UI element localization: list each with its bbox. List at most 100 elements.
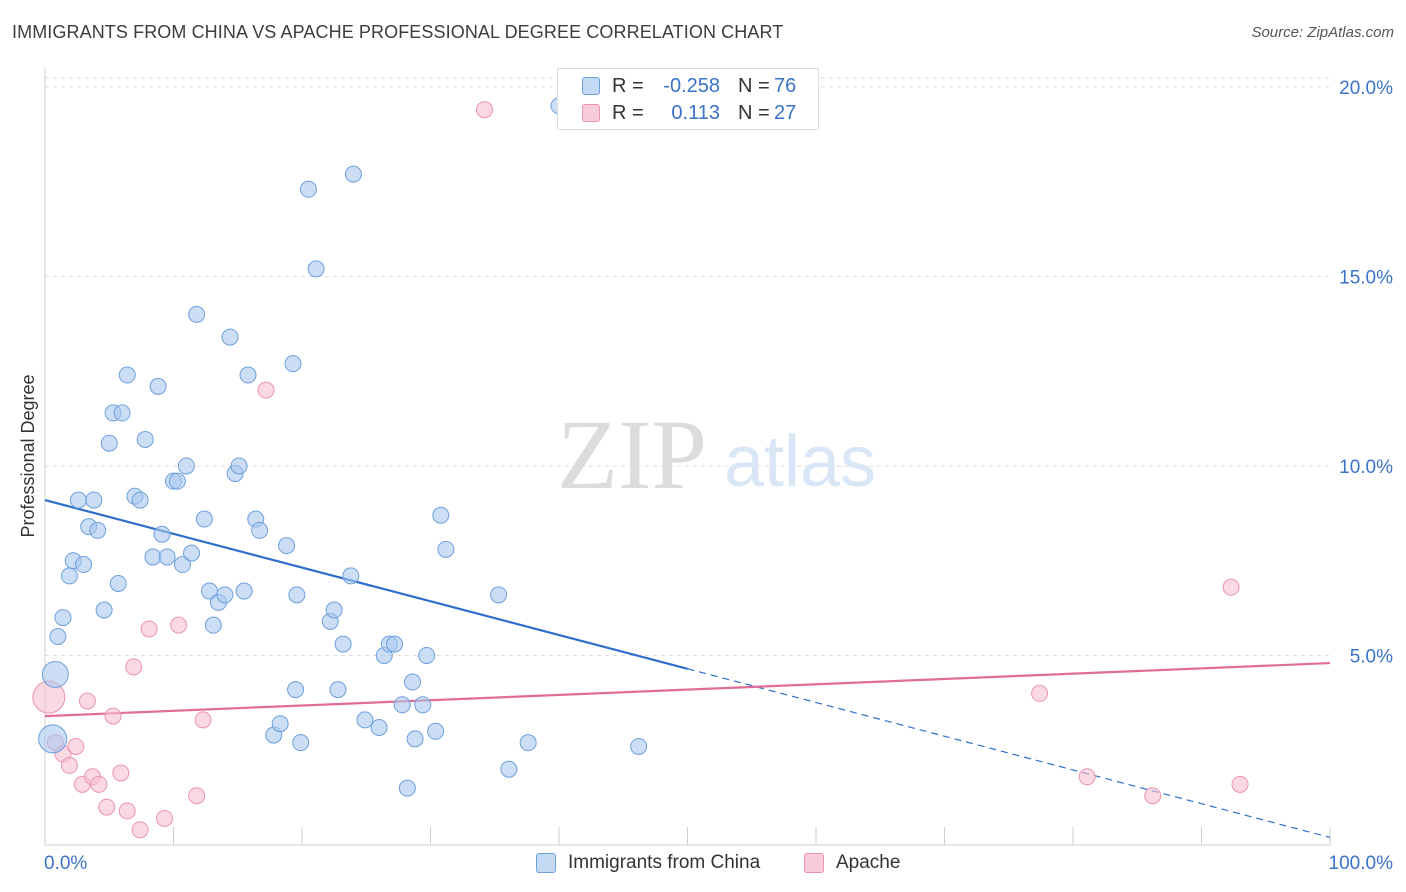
china-point-18 [131,491,149,509]
china-r-value: -0.258 [663,74,720,97]
china-point-37 [230,457,248,475]
china-point-73 [519,734,537,752]
apache-r-value: 0.113 [671,101,720,124]
china-point-66 [414,696,432,714]
china-point-12 [100,434,118,452]
china-point-50 [307,260,325,278]
apache-point-24 [1144,787,1162,805]
apache-point-22 [1031,684,1049,702]
apache-point-18 [188,787,206,805]
y-tick-label-5: 5.0% [1350,646,1393,667]
china-point-34 [216,586,234,604]
china-point-11 [95,601,113,619]
china-point-1 [41,660,69,688]
china-point-10 [89,521,107,539]
apache-n-value: 27 [774,101,797,124]
apache-point-21 [475,101,493,119]
china-swatch [582,77,600,95]
y-axis-label: Professional Degree [18,374,38,537]
series-legend: Immigrants from China Apache [0,852,1406,878]
china-point-44 [278,537,296,555]
apache-point-15 [140,620,158,638]
grid-lines [45,77,1330,656]
chart-title: IMMIGRANTS FROM CHINA VS APACHE PROFESSI… [12,22,784,42]
trend-lines [44,499,1331,838]
china-point-27 [177,457,195,475]
china-point-55 [342,567,360,585]
china-point-14 [109,574,127,592]
apache-point-3 [60,756,78,774]
china-point-3 [54,609,72,627]
china-point-63 [398,779,416,797]
apache-r-label: R = [612,101,644,124]
china-trend-extension [687,668,1331,838]
china-point-32 [204,616,222,634]
legend-item-apache: Apache [804,852,900,874]
china-point-71 [490,586,508,604]
china-point-62 [393,696,411,714]
chart-source: Source: ZipAtlas.com [1251,24,1394,41]
china-point-75 [630,737,648,755]
china-point-70 [437,540,455,558]
x-tick-label-max: 100.0% [1329,853,1394,874]
apache-point-23 [1078,768,1096,786]
china-point-69 [432,506,450,524]
china-point-52 [325,601,343,619]
y-tick-label-20: 20.0% [1339,78,1393,99]
china-point-4 [60,567,78,585]
watermark-zip: ZIP [557,399,707,510]
apache-point-6 [78,692,96,710]
china-point-65 [406,730,424,748]
apache-legend-swatch [804,853,824,873]
china-point-22 [153,525,171,543]
china-point-15 [113,404,131,422]
apache-point-11 [112,764,130,782]
china-point-16 [118,366,136,384]
china-points [38,97,648,797]
china-point-64 [404,673,422,691]
china-trend-line [44,499,688,670]
china-point-25 [168,472,186,490]
apache-point-10 [104,707,122,725]
china-point-47 [288,586,306,604]
tick-labels: 5.0% 10.0% 15.0% 20.0% 0.0% 100.0% [44,78,1393,874]
china-point-57 [356,711,374,729]
apache-point-9 [98,798,116,816]
china-point-6 [69,491,87,509]
china-point-68 [427,722,445,740]
china-point-49 [299,180,317,198]
china-point-58 [370,719,388,737]
china-point-29 [188,305,206,323]
china-point-2 [49,628,67,646]
apache-swatch [582,104,600,122]
apache-point-19 [194,711,212,729]
correlation-legend: R = -0.258 N = 76 R = 0.113 N = 27 [557,68,819,130]
apache-point-17 [170,616,188,634]
china-point-53 [329,681,347,699]
apache-legend-label: Apache [836,852,901,873]
legend-row-apache: R = 0.113 N = 27 [582,101,796,125]
china-point-45 [284,355,302,373]
apache-point-13 [125,658,143,676]
apache-trend-line [44,661,1331,718]
apache-point-20 [257,381,275,399]
watermark: ZIP atlas [557,399,876,510]
china-point-48 [292,734,310,752]
china-n-label: N = [738,74,770,97]
china-point-0 [38,724,68,754]
china-point-9 [85,491,103,509]
china-point-67 [418,646,436,664]
china-point-30 [195,510,213,528]
china-point-46 [287,681,305,699]
china-point-43 [271,715,289,733]
apache-point-26 [1231,775,1249,793]
china-point-61 [386,635,404,653]
china-legend-label: Immigrants from China [568,852,761,873]
china-point-41 [251,521,269,539]
china-point-7 [75,556,93,574]
y-tick-label-15: 15.0% [1339,267,1393,288]
china-point-23 [158,548,176,566]
china-point-39 [239,366,257,384]
apache-point-14 [131,821,149,839]
